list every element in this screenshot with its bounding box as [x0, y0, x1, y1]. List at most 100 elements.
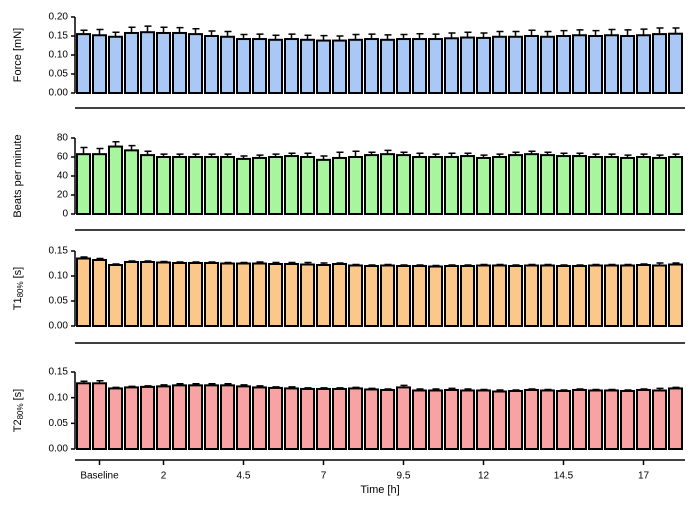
bar: [236, 385, 251, 450]
bar: [236, 157, 251, 215]
x-tick-label: 17: [638, 471, 650, 482]
bar: [492, 264, 507, 327]
error-bar: [432, 33, 440, 40]
bar: [124, 149, 139, 216]
bar: [412, 38, 427, 94]
bar: [364, 388, 379, 451]
error-bar: [576, 264, 584, 266]
bar: [268, 263, 283, 327]
bar: [460, 155, 475, 216]
bar: [524, 264, 539, 327]
error-bar: [480, 154, 488, 158]
error-bar: [624, 263, 632, 266]
bar: [540, 154, 555, 216]
y-tick-label: 0.05: [49, 69, 69, 80]
bar: [316, 39, 331, 94]
bar: [76, 382, 91, 450]
bar: [172, 384, 187, 451]
y-axis-label: Beats per minute: [12, 134, 24, 217]
x-tick-label: 4.5: [237, 471, 251, 482]
error-bar: [320, 155, 328, 160]
error-bar: [320, 387, 328, 389]
bar: [508, 35, 523, 94]
error-bar: [336, 151, 344, 158]
x-axis-label: Time [h]: [360, 484, 399, 496]
error-bar: [624, 29, 632, 36]
error-bar: [512, 264, 520, 266]
bar: [444, 156, 459, 215]
error-bar: [592, 388, 600, 391]
bar: [636, 34, 651, 94]
y-tick-label: 0.15: [49, 31, 69, 42]
y-tick-label: 0.15: [49, 367, 69, 378]
bar: [236, 262, 251, 327]
bar: [300, 387, 315, 451]
error-bar: [560, 264, 568, 266]
error-bar: [400, 33, 408, 40]
error-bar: [128, 144, 136, 151]
y-tick-label: 20: [57, 190, 69, 201]
error-bar: [208, 383, 216, 386]
error-bar: [96, 28, 104, 36]
bar: [620, 264, 635, 327]
y-axis-label-part: 80%: [16, 281, 25, 297]
bar: [444, 388, 459, 451]
error-bar: [608, 263, 616, 266]
bar: [396, 38, 411, 94]
bar: [108, 387, 123, 450]
bar: [252, 38, 267, 94]
bar: [220, 262, 235, 327]
error-bar: [336, 262, 344, 264]
y-tick-label: 0.10: [49, 271, 69, 282]
error-bar: [304, 387, 312, 389]
error-bar: [192, 153, 200, 157]
bar: [268, 156, 283, 215]
error-bar: [288, 261, 296, 264]
error-bar: [112, 31, 120, 37]
error-bar: [272, 153, 280, 157]
bar: [220, 35, 235, 94]
error-bar: [304, 34, 312, 40]
bar: [428, 156, 443, 215]
bar: [172, 31, 187, 94]
error-bar: [400, 384, 408, 388]
bar: [332, 156, 347, 215]
bar: [556, 389, 571, 451]
bar: [92, 259, 107, 327]
error-bar: [640, 263, 648, 265]
error-bar: [592, 29, 600, 36]
bar: [524, 153, 539, 215]
bar: [156, 385, 171, 450]
bar: [588, 156, 603, 215]
x-tick-label: 7: [321, 471, 327, 482]
error-bar: [256, 33, 264, 40]
bar: [572, 155, 587, 216]
y-tick-label: 0.20: [49, 12, 69, 23]
y-tick-label: 80: [57, 133, 69, 144]
error-bar: [272, 34, 280, 40]
error-bar: [80, 256, 88, 259]
error-bar: [640, 28, 648, 36]
error-bar: [128, 26, 136, 33]
error-bar: [480, 32, 488, 38]
error-bar: [512, 389, 520, 391]
error-bar: [560, 152, 568, 157]
y-axis-label-part: [s]: [12, 389, 24, 401]
error-bar: [176, 26, 184, 33]
error-bar: [112, 386, 120, 389]
bar: [268, 38, 283, 94]
bar: [300, 38, 315, 94]
error-bar: [144, 150, 152, 156]
error-bar: [352, 386, 360, 389]
error-bar: [304, 152, 312, 157]
bar: [556, 155, 571, 216]
bar: [556, 265, 571, 327]
error-bar: [272, 386, 280, 388]
bar: [220, 156, 235, 215]
y-axis-label: T280% [s]: [12, 389, 25, 432]
bar: [380, 388, 395, 451]
error-bar: [656, 387, 664, 391]
error-bar: [592, 263, 600, 266]
bar: [508, 265, 523, 327]
error-bar: [496, 153, 504, 157]
